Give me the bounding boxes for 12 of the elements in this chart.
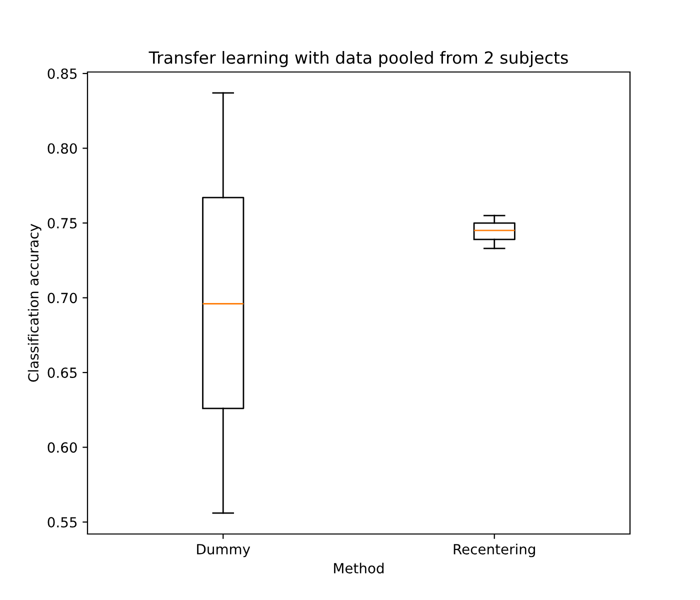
y-tick-label: 0.70 xyxy=(48,292,77,304)
x-tick-label: Recentering xyxy=(454,544,535,558)
y-tick-label: 0.65 xyxy=(48,367,77,378)
y-tick-label: 0.55 xyxy=(48,517,77,528)
x-tick-label: Dummy xyxy=(197,544,250,558)
y-tick-label: 0.75 xyxy=(48,218,77,228)
y-tick-label: 0.85 xyxy=(48,68,77,79)
y-tick-label: 0.60 xyxy=(48,442,77,453)
y-axis-title: Classification accuracy xyxy=(28,224,42,382)
y-tick-label: 0.80 xyxy=(48,143,77,154)
x-axis-title: Method xyxy=(334,562,384,574)
chart-title: Transfer learning with data pooled from 2 subjects xyxy=(148,51,568,68)
